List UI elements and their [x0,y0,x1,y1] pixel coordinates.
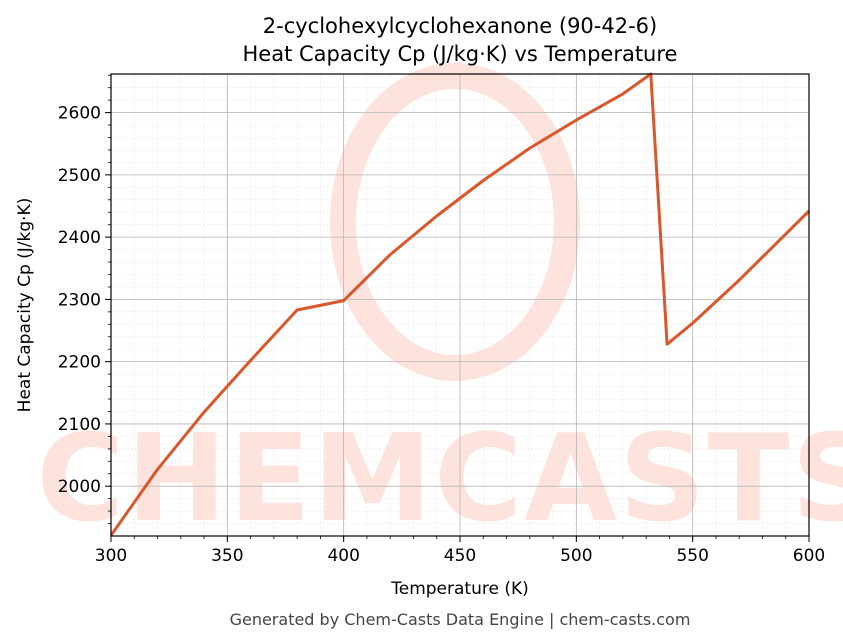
axis-ticks: 300 350 400 450 500 550 600 2000 2100 2200 2300 240… [58,74,825,566]
cp-series-line [109,72,811,537]
x-tick-label: 500 [560,546,592,566]
y-tick-label: 2300 [58,290,101,310]
x-tick-label: 450 [444,546,476,566]
y-tick-label: 2600 [58,104,101,124]
x-tick-label: 300 [95,546,127,566]
y-tick-label: 2500 [58,166,101,186]
watermark-text: CHEMCASTS [36,410,843,549]
chart-title: 2-cyclohexylcyclohexanone (90-42-6) [263,14,657,38]
watermark: CHEMCASTS [36,63,843,549]
x-tick-label: 400 [327,546,359,566]
y-tick-label: 2100 [58,415,101,435]
watermark-logo [330,63,580,381]
y-axis-label: Heat Capacity Cp (J/kg·K) [15,198,35,413]
y-tick-label: 2400 [58,228,101,248]
footer-credit: Generated by Chem-Casts Data Engine | ch… [230,610,691,629]
y-tick-label: 2000 [58,477,101,497]
x-tick-label: 600 [793,546,825,566]
y-tick-label: 2200 [58,353,101,373]
x-tick-label: 350 [211,546,243,566]
chart-subtitle: Heat Capacity Cp (J/kg·K) vs Temperature [243,42,678,66]
x-axis-label: Temperature (K) [390,579,529,599]
x-tick-label: 550 [676,546,708,566]
